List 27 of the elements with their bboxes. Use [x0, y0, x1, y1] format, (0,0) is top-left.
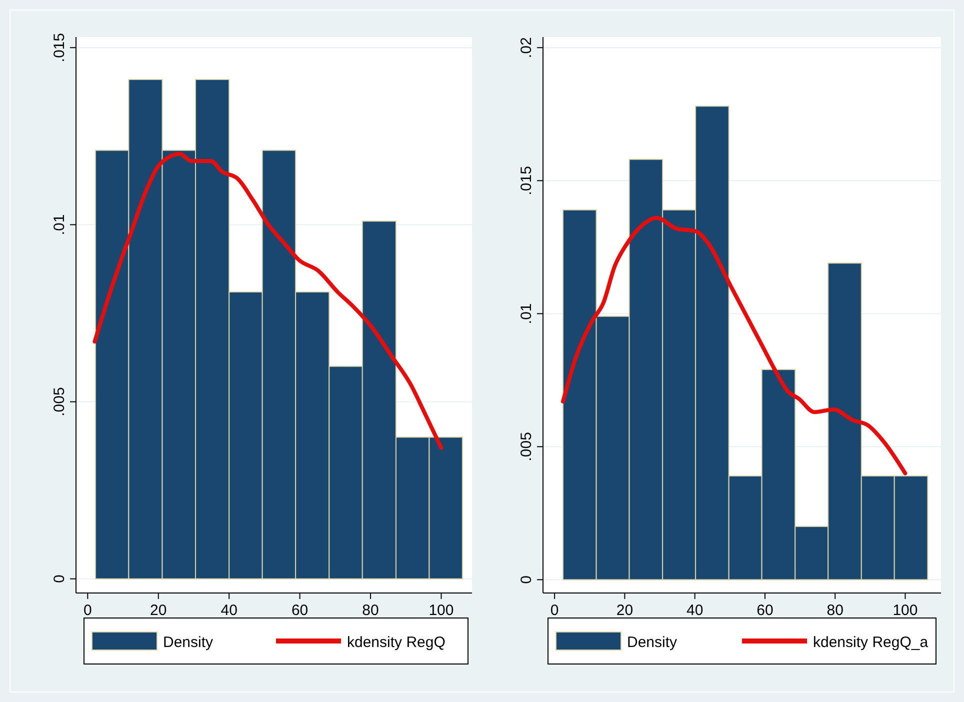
x-tick-label: 0: [550, 602, 559, 619]
x-tick-label: 80: [826, 602, 844, 619]
x-tick-label: 100: [428, 602, 454, 619]
y-tick-label: .015: [51, 33, 68, 62]
legend-label: kdensity RegQ_a: [813, 634, 929, 651]
x-tick-label: 40: [686, 602, 704, 619]
x-tick-label: 20: [616, 602, 634, 619]
x-tick-label: 20: [150, 602, 167, 619]
x-tick-label: 100: [892, 602, 918, 619]
y-tick-label: .015: [518, 166, 535, 196]
y-tick-label: 0: [51, 574, 68, 584]
legend-label: kdensity RegQ: [347, 634, 446, 651]
x-tick-label: 0: [83, 602, 92, 619]
y-tick-label: .01: [51, 214, 68, 236]
line-series: [92, 152, 444, 450]
x-tick-label: 60: [291, 602, 308, 619]
x-tick-label: 40: [220, 602, 238, 619]
y-tick-label: .005: [518, 432, 535, 462]
legend-label: Density: [627, 634, 678, 651]
y-tick-label: .005: [51, 387, 68, 416]
y-tick-label: .02: [518, 37, 535, 58]
y-tick-label: 0: [518, 576, 535, 584]
x-tick-label: 80: [362, 602, 379, 619]
legend-label: Density: [163, 634, 214, 651]
y-tick-label: .01: [518, 303, 535, 324]
line-series: [560, 216, 908, 476]
x-tick-label: 60: [756, 602, 774, 619]
